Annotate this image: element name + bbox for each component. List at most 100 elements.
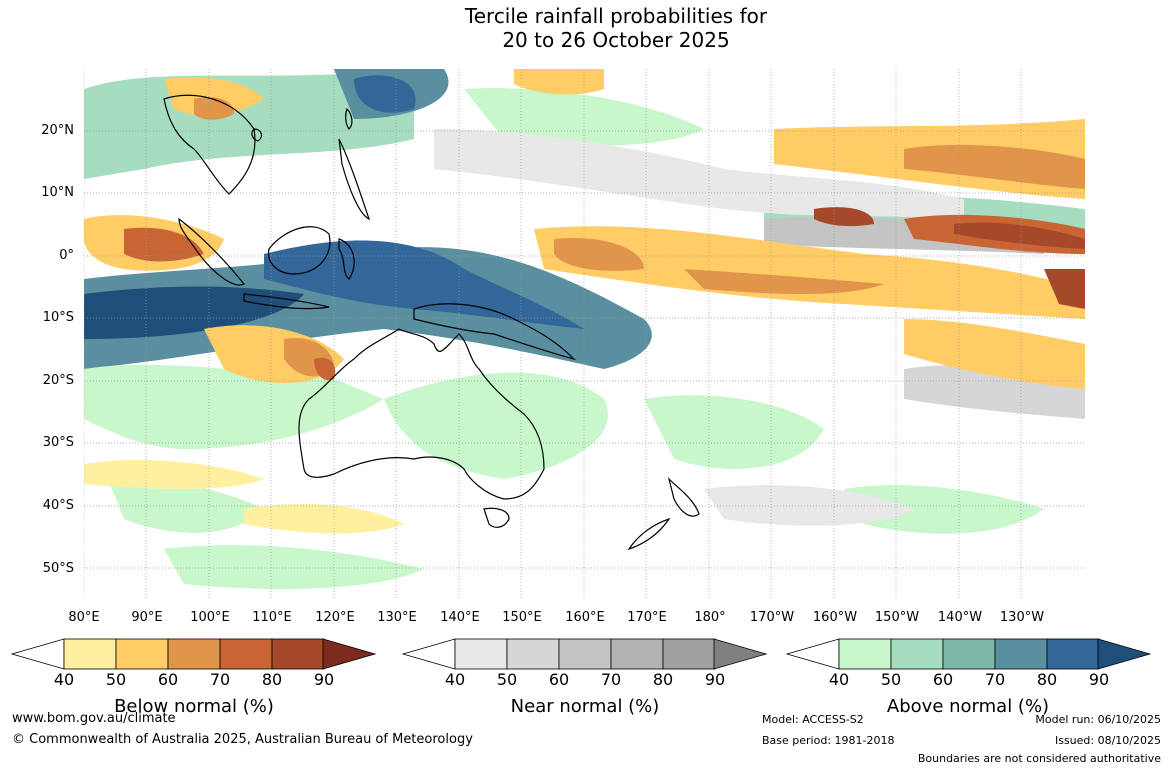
hainan-outline <box>251 128 263 142</box>
cbar-below-tick: 50 <box>105 670 127 689</box>
cbar-near-tick: 70 <box>600 670 622 689</box>
footer-model: Model: ACCESS-S2 <box>762 713 864 726</box>
cbar-near-cell <box>662 638 716 670</box>
cbar-near-tick: 60 <box>548 670 570 689</box>
map-canvas <box>84 69 1085 600</box>
cbar-above-min-arrow <box>785 638 840 670</box>
below-normal-regions <box>84 69 1085 534</box>
lon-label-130w: 130°W <box>999 610 1045 625</box>
cbar-above-tick: 60 <box>932 670 954 689</box>
sumatra-outline <box>178 217 245 286</box>
cbar-near-cell <box>558 638 612 670</box>
new-guinea-outline <box>413 303 576 361</box>
lat-label-10s: 10°S <box>42 310 74 325</box>
cbar-near-cell <box>454 638 508 670</box>
cbar-near-tick: 50 <box>496 670 518 689</box>
cbar-below-min-arrow <box>10 638 65 670</box>
cbar-below-cell <box>219 638 273 670</box>
cbar-above-tick: 90 <box>1088 670 1110 689</box>
java-outline <box>243 293 330 310</box>
cbar-above-cell <box>890 638 944 670</box>
cbar-above-max-arrow <box>1097 638 1152 670</box>
cbar-above-cells <box>838 638 1100 670</box>
below-normal-colorbar <box>10 638 377 670</box>
borneo-outline <box>267 226 331 275</box>
cbar-near-cell <box>610 638 664 670</box>
cbar-below-cell <box>271 638 325 670</box>
graticule <box>84 69 1085 600</box>
cbar-above-cell <box>838 638 892 670</box>
new-zealand-south-outline <box>627 517 671 551</box>
lon-label-100e: 100°E <box>190 610 230 625</box>
lat-label-0: 0° <box>59 248 74 263</box>
below-normal-title: Below normal (%) <box>114 696 274 717</box>
lat-label-50s: 50°S <box>42 561 74 576</box>
near-normal-title: Near normal (%) <box>510 696 660 717</box>
australia-outline <box>298 328 545 500</box>
lon-label-150w: 150°W <box>874 610 920 625</box>
lon-label-170e: 170°E <box>627 610 667 625</box>
indochina-outline <box>163 94 256 195</box>
lon-label-140w: 140°W <box>937 610 983 625</box>
cbar-above-tick: 40 <box>828 670 850 689</box>
lon-label-160w: 160°W <box>812 610 858 625</box>
cbar-above-tick: 50 <box>880 670 902 689</box>
lon-label-110e: 110°E <box>252 610 292 625</box>
cbar-above-cell <box>942 638 996 670</box>
lon-label-90e: 90°E <box>131 610 163 625</box>
cbar-near-tick: 90 <box>704 670 726 689</box>
map-title: Tercile rainfall probabilities for 20 to… <box>0 4 1173 52</box>
cbar-below-cell <box>63 638 117 670</box>
cbar-below-max-arrow <box>322 638 377 670</box>
cbar-below-cells <box>63 638 325 670</box>
lon-label-160e: 160°E <box>565 610 605 625</box>
title-line-2: 20 to 26 October 2025 <box>502 28 730 52</box>
above-normal-title: Above normal (%) <box>886 696 1050 717</box>
title-line-1: Tercile rainfall probabilities for <box>464 4 768 28</box>
lon-label-150e: 150°E <box>502 610 542 625</box>
philippines-outline <box>338 138 371 221</box>
cbar-near-cells <box>454 638 716 670</box>
footer-model-run: Model run: 06/10/2025 <box>1035 713 1161 726</box>
lon-label-180: 180° <box>694 610 726 625</box>
cbar-above-cell <box>994 638 1048 670</box>
footer-disclaimer: Boundaries are not considered authoritat… <box>917 752 1161 765</box>
cbar-below-cell <box>167 638 221 670</box>
rainfall-probability-map <box>84 69 1085 600</box>
cbar-below-tick: 80 <box>261 670 283 689</box>
footer-url[interactable]: www.bom.gov.au/climate <box>12 711 176 726</box>
new-zealand-north-outline <box>667 477 700 517</box>
cbar-near-tick: 80 <box>652 670 674 689</box>
taiwan-outline <box>345 107 353 130</box>
tasmania-outline <box>483 507 510 528</box>
cbar-above-cell <box>1046 638 1100 670</box>
lon-label-120e: 120°E <box>315 610 355 625</box>
lat-label-40s: 40°S <box>42 498 74 513</box>
lat-label-10n: 10°N <box>41 185 74 200</box>
cbar-above-tick: 70 <box>984 670 1006 689</box>
cbar-above-tick: 80 <box>1036 670 1058 689</box>
cbar-below-tick: 60 <box>157 670 179 689</box>
sulawesi-outline <box>338 238 355 280</box>
lat-label-30s: 30°S <box>42 435 74 450</box>
lon-label-130e: 130°E <box>377 610 417 625</box>
cbar-below-tick: 40 <box>53 670 75 689</box>
cbar-near-cell <box>506 638 560 670</box>
cbar-below-tick: 70 <box>209 670 231 689</box>
lon-label-140e: 140°E <box>440 610 480 625</box>
lat-label-20n: 20°N <box>41 123 74 138</box>
above-normal-regions <box>84 69 1085 589</box>
coastlines <box>163 94 700 551</box>
lon-label-170w: 170°W <box>749 610 795 625</box>
above-normal-colorbar <box>785 638 1152 670</box>
footer-base-period: Base period: 1981-2018 <box>762 734 895 747</box>
cbar-near-min-arrow <box>401 638 456 670</box>
cbar-below-cell <box>115 638 169 670</box>
cbar-near-max-arrow <box>713 638 768 670</box>
cbar-near-tick: 40 <box>444 670 466 689</box>
footer-issued: Issued: 08/10/2025 <box>1054 734 1161 747</box>
lat-label-20s: 20°S <box>42 373 74 388</box>
near-normal-colorbar <box>401 638 768 670</box>
cbar-below-tick: 90 <box>313 670 335 689</box>
footer-copyright: © Commonwealth of Australia 2025, Austra… <box>12 732 473 747</box>
